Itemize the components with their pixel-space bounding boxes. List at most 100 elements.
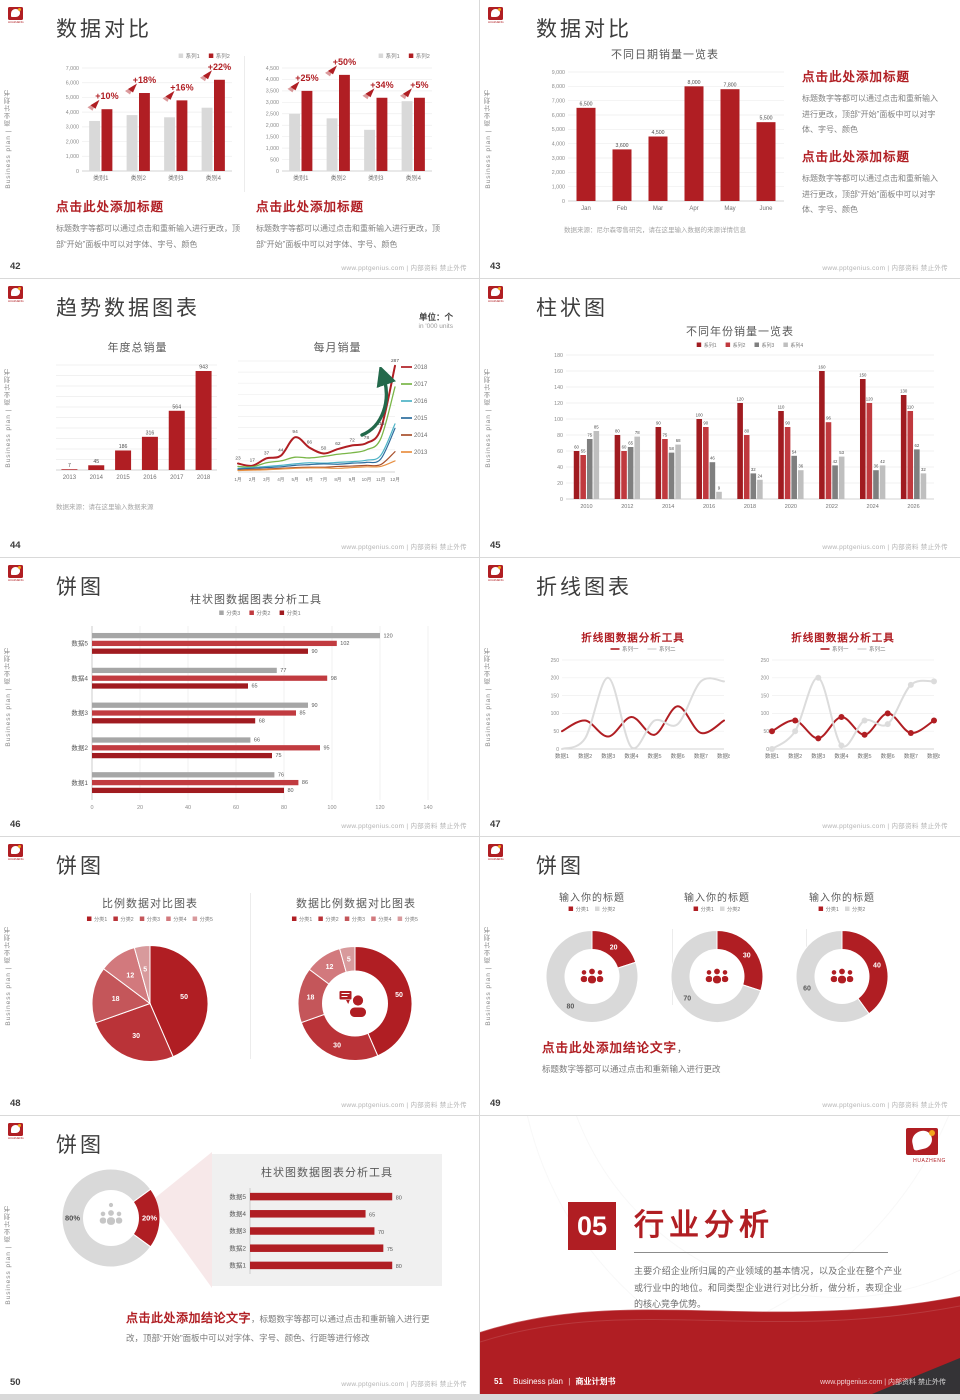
svg-text:75: 75	[587, 433, 592, 438]
chart-title: 不同年份销量一览表	[686, 326, 794, 338]
svg-text:2017: 2017	[170, 475, 184, 481]
brand-logo-icon	[8, 844, 23, 857]
svg-text:68: 68	[259, 718, 265, 724]
svg-text:分类2: 分类2	[727, 905, 740, 913]
svg-text:20: 20	[137, 805, 143, 811]
svg-text:数据5: 数据5	[71, 639, 88, 648]
svg-text:数据8: 数据8	[927, 752, 940, 760]
chart-svg: 0 500 1,000 1,500 2,000 2,500 3,000 3,500 4,000 4…	[266, 52, 432, 182]
horizontal-bar-chart: 0 20 40 60 80 100 120 140 数据1 76 86 80 数据2 66 95 75 数据3 9…	[58, 608, 454, 814]
chart-title: 柱状图数据图表分析工具	[261, 1167, 393, 1179]
brand-logo-caption: HUAZHENG	[8, 857, 24, 861]
slide-footer: www.pptgenius.com | 内部资料 禁止外传	[822, 823, 948, 830]
svg-text:37: 37	[264, 450, 270, 456]
svg-text:80: 80	[567, 1004, 575, 1011]
growth-arrow-icon	[360, 367, 396, 437]
svg-text:53: 53	[839, 450, 844, 455]
chart-title: 折线图数据分析工具	[791, 632, 895, 644]
svg-text:98: 98	[331, 676, 337, 682]
svg-text:分类2: 分类2	[120, 915, 133, 923]
svg-text:+18%: +18%	[133, 75, 156, 85]
slide-footer: www.pptgenius.com | 内部资料 禁止外传	[822, 544, 948, 551]
svg-text:17: 17	[250, 458, 256, 464]
svg-text:40: 40	[185, 805, 191, 811]
chart-svg: 0 20 40 60 80 100 120 140 160 180 60 80 90 100 120 110 1…	[554, 342, 934, 510]
svg-text:类别2: 类别2	[131, 174, 147, 182]
svg-text:分类5: 分类5	[200, 915, 213, 923]
svg-text:140: 140	[423, 805, 432, 811]
svg-text:3,000: 3,000	[266, 100, 279, 106]
svg-text:2010: 2010	[580, 504, 592, 510]
slide-46: HUAZHENG Business plan | 商业计划书 饼图 柱状图数据图…	[0, 558, 479, 836]
svg-text:55: 55	[581, 449, 586, 454]
svg-text:+25%: +25%	[295, 73, 318, 83]
svg-text:1,000: 1,000	[266, 146, 279, 152]
logo-dot-icon	[18, 1124, 21, 1127]
svg-text:110: 110	[778, 405, 785, 410]
svg-text:100: 100	[761, 711, 770, 717]
svg-text:100: 100	[696, 413, 704, 418]
slide-51: HUAZHENG 05 行业分析 主要介绍企业所归属的产业领域的基本情况，以及企…	[480, 1116, 960, 1394]
sidebar-vertical-text: Business plan | 商业计划书	[485, 647, 492, 747]
svg-text:70: 70	[378, 1230, 384, 1236]
logo-dot-icon	[498, 8, 501, 11]
svg-text:3,000: 3,000	[552, 156, 565, 162]
svg-text:96: 96	[826, 416, 831, 421]
svg-text:9: 9	[718, 485, 721, 490]
svg-text:20: 20	[557, 481, 563, 487]
svg-text:30: 30	[132, 1033, 140, 1040]
svg-text:数据5: 数据5	[858, 752, 872, 760]
sidebar-vertical-text: Business plan | 商业计划书	[5, 89, 12, 189]
data-source-note: 数据来源：尼尔森零售研究，请在这里输入数据的来源详情信息	[564, 227, 746, 234]
horizontal-bar-chart-panel: 数据1 80 数据2 75 数据3 70 数据4 65 数据5 80	[220, 1184, 434, 1278]
svg-text:June: June	[759, 206, 773, 212]
svg-text:数据2: 数据2	[71, 743, 88, 752]
chart-title: 年度总销量	[107, 342, 168, 354]
svg-text:80: 80	[396, 1195, 402, 1201]
svg-text:200: 200	[551, 676, 560, 682]
svg-text:分类1: 分类1	[701, 905, 714, 913]
callout-panel: 柱状图数据图表分析工具 数据1 80 数据2 75 数据3 70 数据4 65 数据5 80	[212, 1154, 442, 1286]
brand-logo-icon	[488, 844, 503, 857]
slide-44: HUAZHENG Business plan | 商业计划书 趋势数据图表 单位…	[0, 279, 479, 557]
page-number: 43	[490, 261, 501, 272]
sidebar-vertical-text: Business plan | 商业计划书	[485, 368, 492, 468]
svg-text:类别1: 类别1	[93, 174, 109, 182]
svg-text:类别2: 类别2	[331, 174, 347, 182]
svg-text:数据4: 数据4	[229, 1209, 246, 1218]
text-block: 点击此处添加标题 标题数字等都可以通过点击和重新输入进行更改，顶部“开始”面板中…	[802, 146, 942, 218]
svg-text:102: 102	[340, 641, 349, 647]
svg-text:287: 287	[391, 358, 399, 364]
slide-footer: www.pptgenius.com | 内部资料 禁止外传	[341, 265, 467, 272]
svg-text:+34%: +34%	[370, 80, 393, 90]
svg-text:6月: 6月	[306, 477, 313, 483]
svg-text:7月: 7月	[320, 477, 327, 483]
svg-text:94: 94	[292, 429, 298, 435]
chart-title: 比例数据对比图表	[102, 898, 198, 910]
svg-text:186: 186	[119, 444, 128, 450]
svg-text:2020: 2020	[785, 504, 797, 510]
logo-swirl-icon	[491, 846, 500, 854]
bar-chart-monthly-sales: 0 1,000 2,000 3,000 4,000 5,000 6,000 7,000 8,00…	[538, 64, 792, 216]
svg-text:+5%: +5%	[410, 80, 428, 90]
svg-text:分类2: 分类2	[256, 609, 270, 617]
svg-text:分类1: 分类1	[576, 905, 589, 913]
svg-text:65: 65	[252, 684, 258, 690]
brand-logo-caption: HUAZHENG	[488, 20, 504, 24]
svg-text:4,000: 4,000	[552, 141, 565, 147]
svg-text:数据3: 数据3	[71, 708, 88, 717]
slide-45: HUAZHENG Business plan | 商业计划书 柱状图 不同年份销…	[480, 279, 960, 557]
svg-text:5月: 5月	[292, 477, 299, 483]
svg-text:30: 30	[743, 952, 751, 959]
svg-text:100: 100	[551, 711, 560, 717]
slide-footer: www.pptgenius.com | 内部资料 禁止外传	[341, 1102, 467, 1109]
sidebar-vertical-text: Business plan | 商业计划书	[485, 89, 492, 189]
svg-text:0: 0	[562, 199, 565, 205]
svg-text:+10%: +10%	[95, 91, 118, 101]
svg-text:116: 116	[377, 421, 385, 427]
page-title: 饼图	[56, 576, 104, 599]
svg-text:130: 130	[900, 389, 908, 394]
svg-text:数据8: 数据8	[717, 752, 730, 760]
svg-text:类别3: 类别3	[168, 174, 184, 182]
